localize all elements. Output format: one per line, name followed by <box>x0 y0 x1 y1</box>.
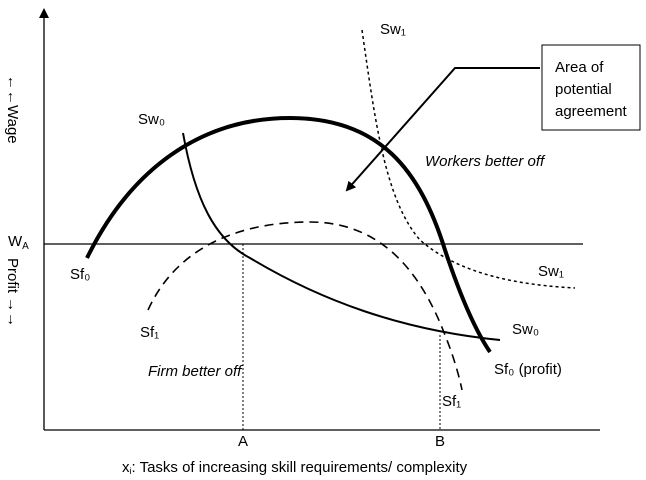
sf1-curve <box>147 221 463 391</box>
curve-label: Sw₁ <box>380 21 406 38</box>
sw0-curve <box>182 132 501 341</box>
curve-label: Sf₁ <box>140 324 159 341</box>
callout-text: potential <box>555 81 612 98</box>
wage-label: WA <box>8 233 29 252</box>
callout-arrow <box>345 67 540 192</box>
curve-label: Sw₀ <box>512 321 539 338</box>
callout-text: Area of <box>555 59 604 76</box>
wage-sub: A <box>22 241 29 252</box>
curve-label: Sw₁ <box>538 263 564 280</box>
x-point: A <box>238 433 248 450</box>
callout-box <box>541 44 641 131</box>
x-point: B <box>435 433 445 450</box>
y-label-wage: ←←Wage <box>4 75 21 144</box>
region-label: Firm better off <box>148 363 243 380</box>
curve-label: Sf₀ (profit) <box>494 361 562 378</box>
x-rest: : Tasks of increasing skill requirements… <box>132 459 468 476</box>
sf0-curve <box>85 115 492 354</box>
x-sub: i <box>130 466 132 476</box>
sw1-curve <box>361 29 576 289</box>
callout-text: agreement <box>555 103 628 120</box>
y-label-profit: Profit →→ <box>4 258 21 327</box>
curve-label: Sw₀ <box>138 111 165 128</box>
curve-label: Sf₀ <box>70 266 90 283</box>
region-label: Workers better off <box>425 153 546 170</box>
curve-label: Sf₁ <box>442 393 461 410</box>
wage-main: W <box>8 233 23 250</box>
x-main: x <box>122 459 130 476</box>
x-label: xi: Tasks of increasing skill requiremen… <box>122 459 468 476</box>
